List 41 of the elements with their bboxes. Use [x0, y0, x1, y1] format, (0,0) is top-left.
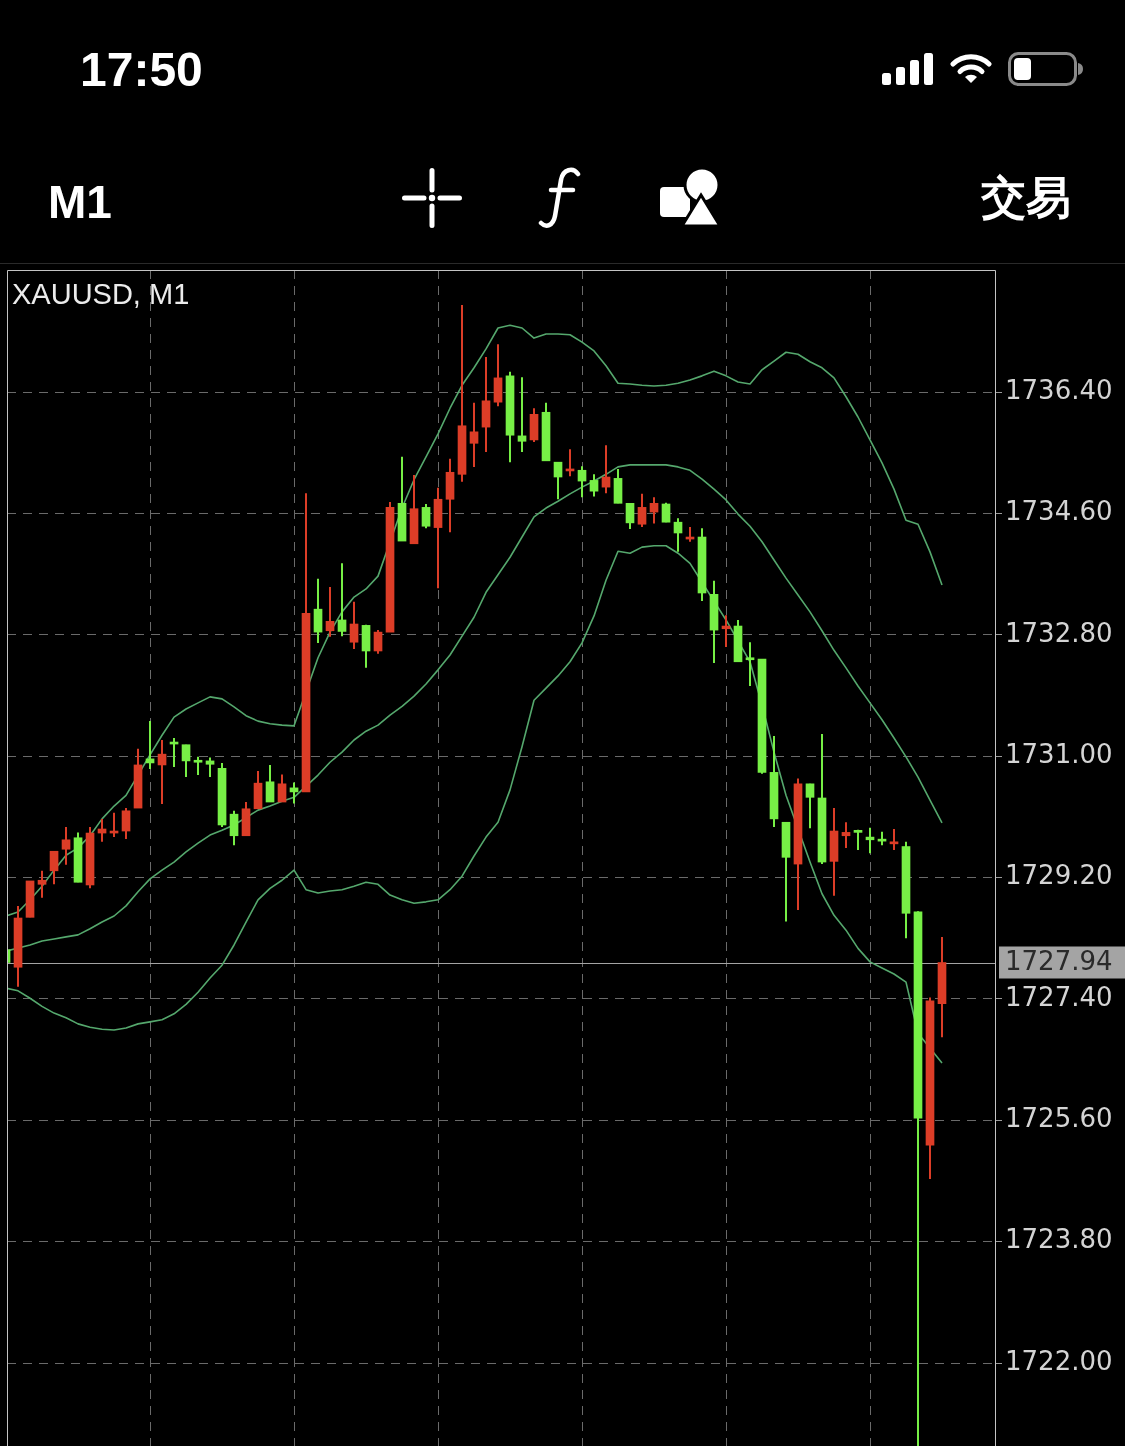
candlestick [805, 782, 815, 830]
y-tick-label: 1725.60 [1005, 1103, 1113, 1134]
candlestick [229, 809, 239, 847]
candlestick [325, 585, 335, 638]
candlestick [637, 492, 647, 528]
ref-line-label: 1727.94 [1005, 946, 1113, 977]
text: M1 [48, 176, 112, 228]
y-tick-label: 1727.40 [1005, 981, 1113, 1012]
y-tick-label: 1731.00 [1005, 738, 1113, 769]
candlestick [517, 376, 527, 454]
candlestick [193, 755, 203, 777]
y-tick-label: 1732.80 [1005, 617, 1113, 648]
candlestick [205, 756, 215, 779]
text: 交易 [981, 171, 1071, 224]
candlestick [841, 821, 851, 849]
candlestick [745, 641, 755, 688]
candlestick [553, 461, 563, 501]
candlestick [265, 763, 275, 804]
candlestick [121, 807, 131, 841]
candlestick [349, 600, 359, 650]
y-tick-label: 1723.80 [1005, 1224, 1113, 1255]
y-tick-label: 1736.40 [1005, 374, 1113, 405]
candlestick [313, 577, 323, 644]
candlestick [37, 869, 47, 899]
candlestick [421, 502, 431, 530]
candlestick [277, 773, 287, 804]
candlestick [889, 828, 899, 851]
candlestick [373, 629, 383, 655]
candlestick [49, 850, 59, 886]
candlestick [61, 825, 71, 866]
y-tick-label: 1722.00 [1005, 1345, 1113, 1376]
y-tick-label: 1734.60 [1005, 496, 1113, 527]
candlestick [589, 473, 599, 498]
candlestick [625, 502, 635, 530]
candlestick [181, 743, 191, 779]
text: 17:50 [80, 43, 203, 96]
candlestick [469, 401, 479, 468]
candlestick [337, 562, 347, 638]
candlestick [661, 501, 671, 524]
y-tick-label: 1729.20 [1005, 860, 1113, 891]
chart-title: XAUUSD, M1 [12, 278, 190, 310]
